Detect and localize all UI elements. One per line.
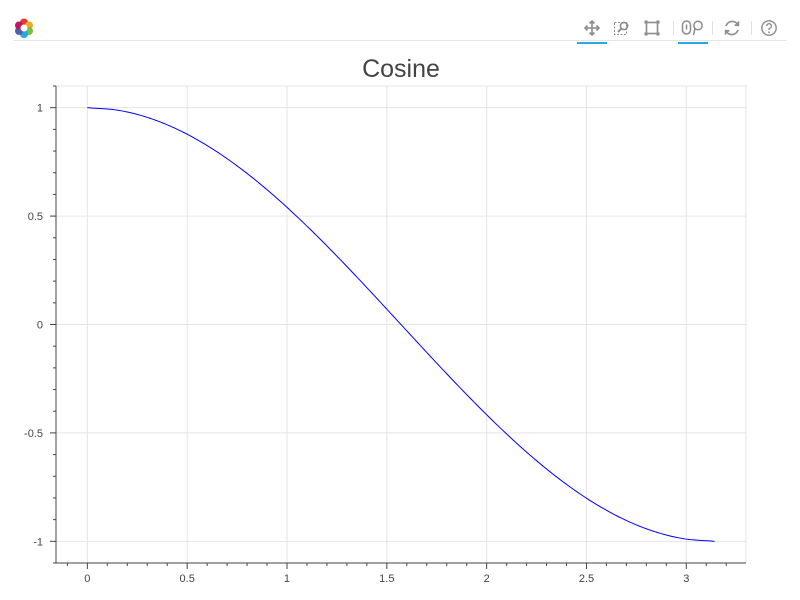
chart-title: Cosine xyxy=(362,55,440,83)
y-tick-label: 0 xyxy=(37,320,43,332)
pan-icon xyxy=(583,19,601,37)
x-tick-label: 2.5 xyxy=(579,573,594,585)
x-axis: 0 0.5 1 1.5 2 2.5 3 xyxy=(56,562,746,585)
toolbar-separator xyxy=(712,21,713,35)
toolbar xyxy=(0,0,800,44)
box-zoom-tool-button[interactable] xyxy=(610,16,634,40)
x-tick-label: 1 xyxy=(284,573,290,585)
y-tick-label: -0.5 xyxy=(24,428,43,440)
toolbar-separator xyxy=(751,21,752,35)
box-select-icon xyxy=(643,19,661,37)
pan-tool-button[interactable] xyxy=(577,16,607,44)
hover-tool-button[interactable] xyxy=(678,16,708,44)
x-tick-label: 1.5 xyxy=(379,573,394,585)
bokeh-logo-icon[interactable] xyxy=(13,17,35,39)
box-zoom-icon xyxy=(613,19,631,37)
y-tick-label: 1 xyxy=(37,103,43,115)
toolbar-separator xyxy=(673,21,674,35)
box-select-tool-button[interactable] xyxy=(640,16,664,40)
y-tick-label: -1 xyxy=(33,536,43,548)
reset-icon xyxy=(722,18,742,38)
y-axis: -1 -0.5 0 0.5 1 xyxy=(24,85,57,564)
y-tick-label: 0.5 xyxy=(28,211,43,223)
help-tool-button[interactable] xyxy=(757,16,781,40)
x-tick-label: 3 xyxy=(683,573,689,585)
x-tick-label: 2 xyxy=(484,573,490,585)
x-tick-label: 0 xyxy=(84,573,90,585)
hover-icon xyxy=(681,19,705,37)
x-tick-label: 0.5 xyxy=(180,573,195,585)
reset-tool-button[interactable] xyxy=(720,16,744,40)
toolbar-divider xyxy=(13,40,787,41)
cosine-line xyxy=(87,107,715,542)
series-layer xyxy=(87,107,715,542)
help-icon xyxy=(760,19,778,37)
